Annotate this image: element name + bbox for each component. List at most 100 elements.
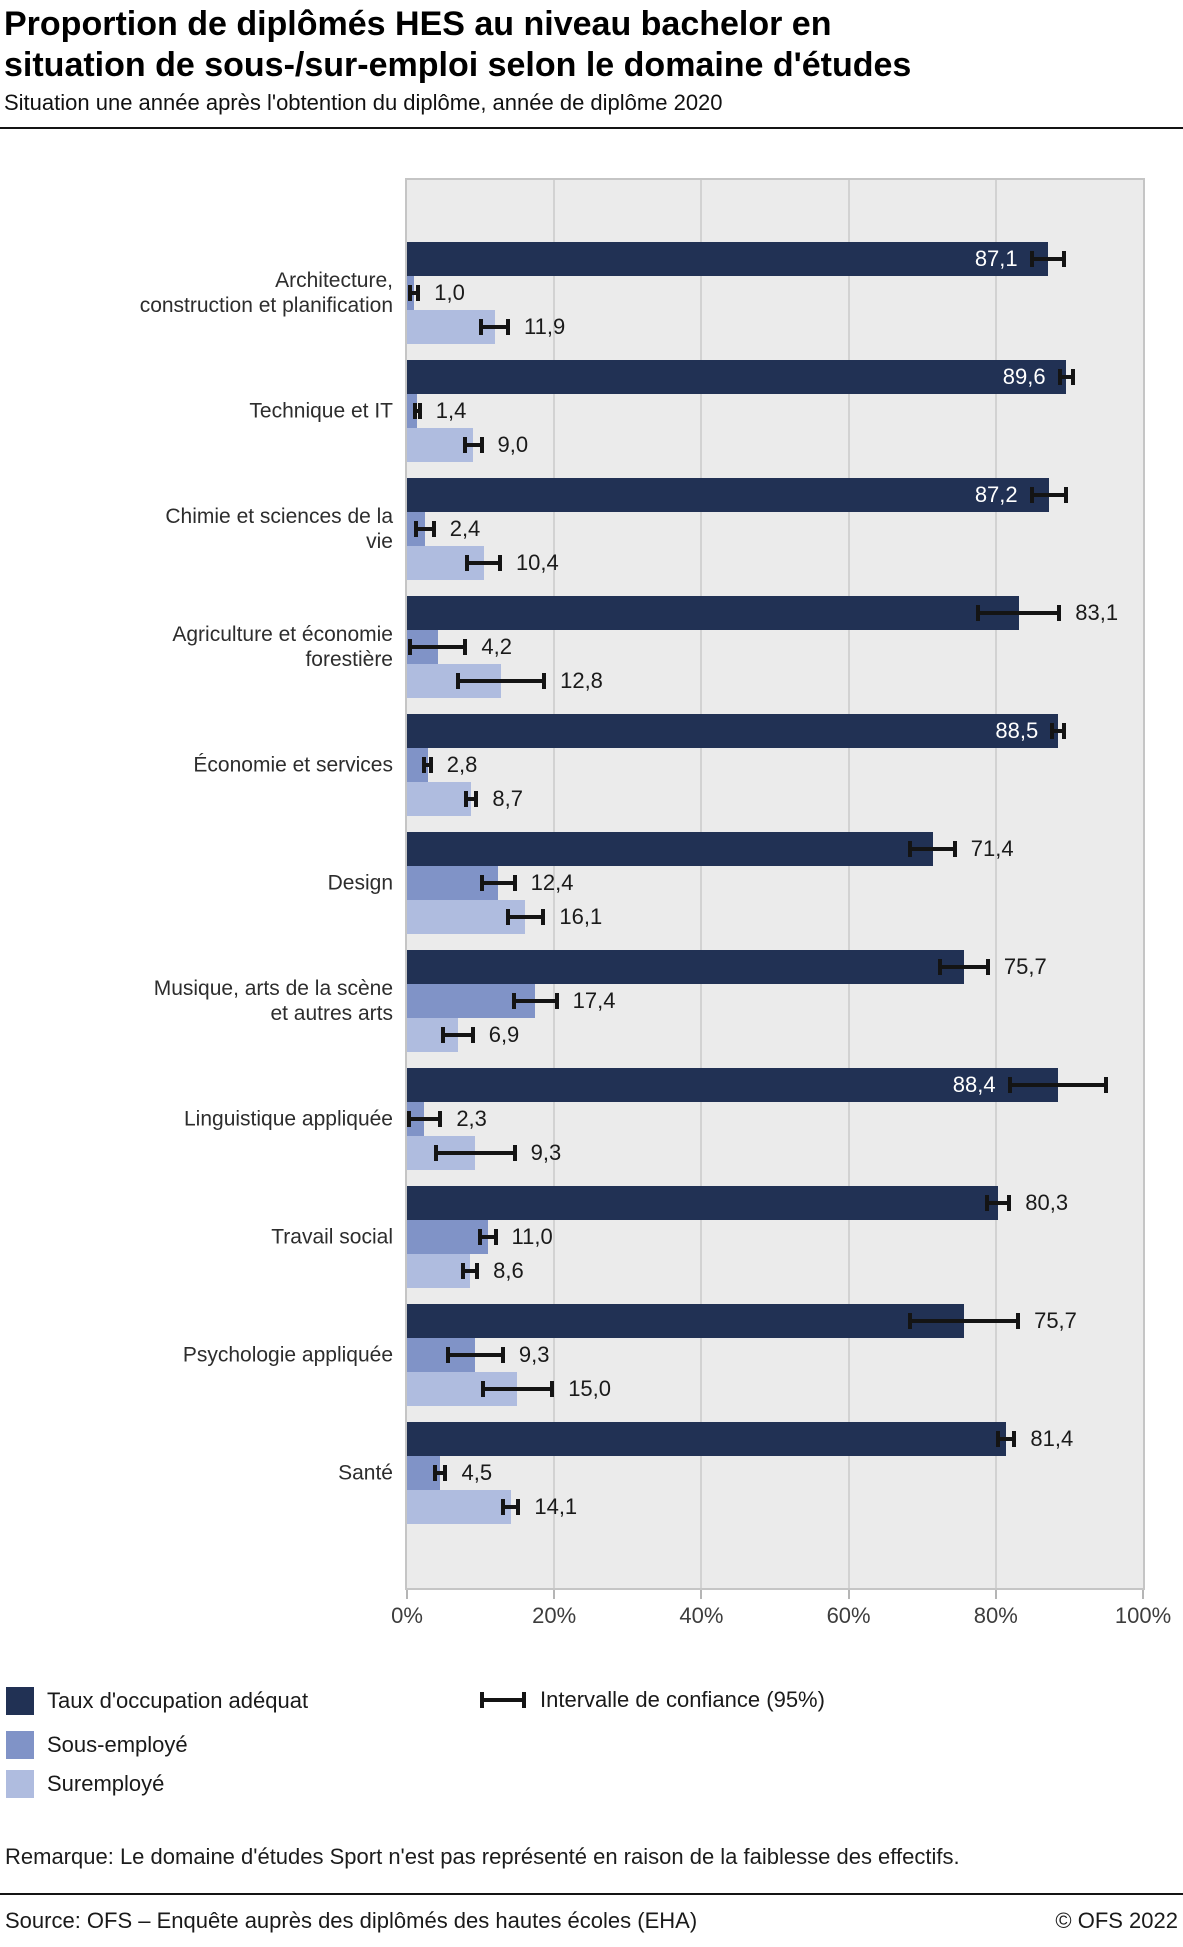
legend-swatch-icon [6, 1687, 34, 1715]
bar-sous [407, 748, 428, 782]
bar-adequat [407, 242, 1049, 276]
bar-sur [407, 1254, 471, 1288]
category-label: Musique, arts de la scène et autres arts [153, 977, 393, 1025]
bar-adequat [407, 360, 1067, 394]
header-divider [0, 127, 1183, 129]
x-tick-80 [994, 1590, 997, 1599]
legend-swatch-icon [6, 1770, 34, 1798]
ci-whisker-adequat [938, 959, 990, 975]
bar-value-label: 87,2 [974, 482, 1018, 507]
bar-adequat [407, 1422, 1007, 1456]
ci-whisker-sous [446, 1347, 505, 1363]
ci-whisker-sur [461, 1263, 480, 1279]
remark-text: Remarque: Le domaine d'études Sport n'es… [5, 1844, 960, 1869]
legend-label: Suremployé [47, 1771, 165, 1796]
x-tick-label-0: 0% [391, 1603, 423, 1628]
ci-whisker-adequat [995, 1431, 1017, 1447]
ci-whisker-adequat [1050, 723, 1067, 739]
category-label: Architecture, construction et planificat… [139, 269, 393, 317]
ci-whisker-sous [407, 1111, 443, 1127]
x-tick-60 [847, 1590, 850, 1599]
ci-whisker-adequat [908, 1313, 1021, 1329]
bar-value-label: 2,4 [449, 516, 481, 541]
x-tick-label-20: 20% [532, 1603, 577, 1628]
ci-whisker-sur [501, 1499, 521, 1515]
category-label: Linguistique appliquée [183, 1107, 393, 1131]
gridline-40pct [700, 180, 703, 1588]
ci-whisker-sous [408, 639, 468, 655]
bar-value-label: 9,0 [497, 432, 529, 457]
ci-whisker-sur [456, 673, 547, 689]
bar-value-label: 75,7 [1034, 1308, 1077, 1333]
bar-value-label: 88,4 [952, 1072, 996, 1097]
bar-value-label: 14,1 [534, 1494, 578, 1519]
category-label: Travail social [271, 1225, 393, 1249]
bar-value-label: 8,7 [492, 786, 523, 811]
x-tick-0 [406, 1590, 408, 1599]
ci-whisker-sous [478, 1229, 498, 1245]
bar-value-label: 12,8 [560, 668, 603, 693]
ci-whisker-sous [422, 757, 434, 773]
bar-sur [407, 782, 472, 816]
category-label: Design [327, 871, 393, 895]
legend-label: Sous-employé [47, 1732, 188, 1757]
bar-adequat [407, 1068, 1058, 1102]
ci-whisker-adequat [1007, 1077, 1108, 1093]
ci-whisker-sous [408, 285, 421, 301]
bar-value-label: 6,9 [488, 1022, 520, 1047]
ci-whisker-sur [440, 1027, 475, 1043]
bar-sur [407, 1490, 511, 1524]
bar-value-label: 83,1 [1075, 600, 1119, 625]
bar-value-label: 16,1 [559, 904, 603, 929]
ci-whisker-sous [511, 993, 559, 1009]
bar-value-label: 10,4 [515, 550, 559, 575]
ci-whisker-adequat [1057, 369, 1076, 385]
bar-value-label: 17,4 [572, 988, 616, 1013]
bar-adequat [407, 1186, 998, 1220]
page-subtitle: Situation une année après l'obtention du… [4, 90, 723, 115]
bar-sous [407, 1220, 488, 1254]
bar-value-label: 11,9 [524, 314, 566, 339]
bar-value-label: 15,0 [568, 1376, 612, 1401]
x-tick-label-100: 100% [1114, 1603, 1172, 1628]
bar-value-label: 89,6 [1002, 364, 1046, 389]
bar-sur [407, 428, 474, 462]
category-label: Économie et services [193, 753, 393, 777]
x-tick-label-40: 40% [679, 1603, 724, 1628]
ci-whisker-adequat [975, 605, 1062, 621]
source-text: Source: OFS – Enquête auprès des diplômé… [5, 1908, 698, 1933]
bar-value-label: 8,6 [493, 1258, 524, 1283]
footer-divider [0, 1893, 1183, 1895]
ci-whisker-sur [434, 1145, 518, 1161]
ci-whisker-sur [462, 437, 484, 453]
bar-value-label: 4,2 [481, 634, 512, 659]
ci-whisker-sur [465, 555, 502, 571]
category-label: Psychologie appliquée [182, 1343, 393, 1367]
ci-whisker-sur [479, 319, 511, 335]
bar-value-label: 88,5 [995, 718, 1039, 743]
bar-value-label: 81,4 [1030, 1426, 1074, 1451]
bar-value-label: 9,3 [530, 1140, 562, 1165]
gridline-80pct [994, 180, 997, 1588]
bar-value-label: 2,3 [456, 1106, 487, 1131]
bar-value-label: 12,4 [530, 870, 574, 895]
copyright-text: © OFS 2022 [1055, 1908, 1178, 1933]
gridline-20pct [553, 180, 556, 1588]
ci-whisker-adequat [984, 1195, 1012, 1211]
bar-value-label: 71,4 [970, 836, 1014, 861]
bar-value-label: 87,1 [974, 246, 1018, 271]
category-label: Chimie et sciences de la vie [165, 505, 393, 553]
page-title: Proportion de diplômés HES au niveau bac… [4, 5, 912, 84]
ci-whisker-sous [413, 521, 436, 537]
x-tick-40 [700, 1590, 703, 1599]
ci-legend-whisker-icon [480, 1692, 526, 1708]
ci-whisker-sous [412, 403, 422, 419]
ci-whisker-adequat [908, 841, 957, 857]
bar-adequat [407, 832, 933, 866]
ci-legend-label: Intervalle de confiance (95%) [540, 1687, 825, 1712]
ci-whisker-sur [505, 909, 546, 925]
ci-whisker-adequat [1029, 487, 1069, 503]
plot-area: 87,1 1,0 11,9 89,6 1,4 9,0 87,2 2,4 10,4 83,1 4,2 1… [405, 178, 1145, 1590]
bar-adequat [407, 596, 1019, 630]
